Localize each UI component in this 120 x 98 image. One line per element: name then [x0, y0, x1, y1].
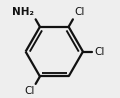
Text: Cl: Cl	[74, 7, 84, 17]
Text: NH₂: NH₂	[12, 7, 34, 17]
Text: Cl: Cl	[94, 47, 104, 57]
Text: Cl: Cl	[24, 86, 34, 96]
